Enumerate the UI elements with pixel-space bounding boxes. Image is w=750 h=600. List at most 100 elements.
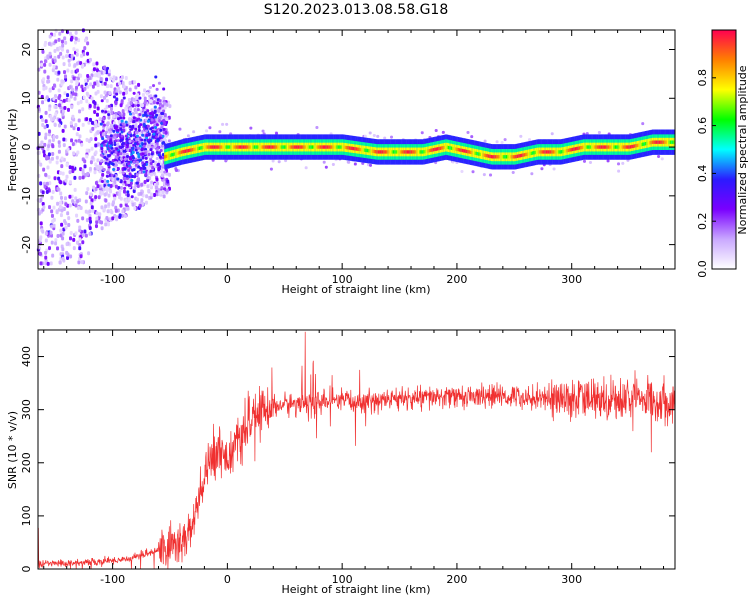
ridge-segment	[178, 151, 180, 155]
spectrogram-cell	[101, 137, 105, 141]
spectrogram-cell	[62, 143, 66, 148]
spectrogram-cell	[104, 222, 108, 227]
spectrogram-cell	[70, 104, 74, 109]
spectrogram-cell	[127, 162, 131, 166]
spectrogram-cell	[41, 49, 45, 54]
spectrogram-cell	[54, 241, 58, 246]
ridge-segment	[412, 150, 414, 154]
spectrogram-cell	[85, 91, 89, 96]
spectrogram-cell	[141, 133, 145, 137]
ridge-segment	[307, 145, 310, 149]
spectrogram-cell	[150, 126, 154, 130]
ridge-segment	[414, 150, 417, 154]
spectrogram-cell	[49, 230, 53, 235]
spectrogram-cell	[127, 183, 131, 187]
spectrogram-cell	[123, 157, 127, 161]
spectrogram-cell	[146, 119, 150, 123]
ridge-segment	[395, 150, 398, 154]
spectrogram-cell	[38, 143, 42, 148]
spectrogram-cell	[119, 179, 123, 184]
spectrogram-cell	[149, 172, 153, 177]
spectrogram-cell	[158, 119, 162, 123]
spectrogram-cell	[95, 61, 99, 66]
ridge-segment	[498, 155, 501, 159]
ridge-segment	[245, 145, 248, 149]
ridge-segment	[351, 146, 354, 151]
ridge-segment	[300, 145, 303, 149]
spectrogram-cell	[167, 139, 171, 143]
spectrogram-cell	[79, 73, 83, 78]
spectrogram-cell	[57, 149, 61, 154]
ridge-segment	[482, 153, 485, 157]
ridge-segment	[640, 142, 643, 147]
ridge-segment	[654, 140, 657, 144]
ridge-segment	[164, 155, 166, 159]
ridge-segment	[310, 145, 312, 149]
spectrogram-cell	[69, 121, 73, 126]
ridge-segment	[328, 145, 330, 149]
spectrogram-cell	[110, 151, 114, 155]
ridge-segment	[657, 140, 659, 144]
spectrogram-cell	[85, 148, 89, 153]
spectrogram-cell	[57, 143, 61, 148]
spectrogram-cell	[74, 231, 78, 236]
ridge-segment	[549, 150, 552, 154]
ridge-segment	[505, 155, 508, 159]
spectrogram-cell	[157, 81, 161, 85]
spectrogram-cell	[63, 196, 67, 201]
spectrogram-cell	[106, 179, 110, 183]
ridge-segment	[559, 150, 562, 154]
spectrogram-cell	[153, 105, 157, 109]
spectrogram-cell	[52, 223, 56, 228]
ridge-segment	[614, 145, 617, 149]
spectrogram-cell	[54, 238, 58, 243]
spectrogram-cell	[361, 161, 365, 165]
spectrogram-cell	[93, 109, 97, 114]
spectrogram-cell	[39, 181, 43, 186]
spectrogram-cell	[137, 146, 141, 150]
spectrogram-cell	[121, 209, 125, 214]
ridge-segment	[366, 148, 369, 153]
spectrogram-cell	[175, 168, 179, 172]
spectrogram-cell	[79, 254, 83, 259]
spectrogram-cell	[78, 134, 82, 139]
spectrogram-cell	[81, 240, 85, 245]
ridge-segment	[168, 153, 170, 158]
ridge-segment	[503, 155, 505, 159]
spectrogram-cell	[102, 187, 106, 192]
ridge-segment	[278, 145, 281, 149]
ridge-segment	[649, 141, 651, 145]
spectrogram-cell	[46, 54, 50, 59]
ridge-segment	[457, 147, 460, 152]
spectrogram-cell	[162, 194, 166, 199]
ridge-segment	[165, 154, 168, 159]
spectrogram-cell	[68, 165, 72, 170]
ridge-segment	[193, 147, 195, 152]
ridge-segment	[301, 145, 304, 149]
spectrogram-cell	[369, 163, 373, 167]
spectrogram-cell	[134, 124, 138, 129]
ridge-segment	[585, 145, 588, 149]
spectrogram-cell	[75, 213, 79, 218]
spectrogram-cell	[119, 127, 123, 131]
spectrogram-cell	[41, 118, 45, 123]
ridge-segment	[376, 150, 378, 154]
spectrogram-cell	[122, 84, 126, 89]
x-tick-label: 200	[446, 573, 467, 586]
ridge-segment	[182, 150, 184, 154]
spectrogram-cell	[103, 81, 107, 86]
spectrogram-cell	[51, 138, 55, 143]
ridge-segment	[551, 150, 553, 154]
spectrogram-cell	[60, 156, 64, 161]
spectrogram-cell	[140, 138, 144, 142]
spectrogram-cell	[503, 138, 507, 142]
ridge-segment	[454, 147, 457, 151]
snr-series-line	[37, 331, 676, 570]
snr-panel: -100 0 100 200 300 0 100 200 300 400 Height of s…	[6, 329, 676, 596]
spectrogram-cell	[118, 81, 122, 86]
ridge-segment	[461, 148, 464, 153]
spectrogram-cell	[156, 181, 160, 186]
spectrogram-cell	[64, 178, 68, 183]
ridge-segment	[419, 150, 421, 154]
spectrogram-cell	[50, 156, 54, 161]
